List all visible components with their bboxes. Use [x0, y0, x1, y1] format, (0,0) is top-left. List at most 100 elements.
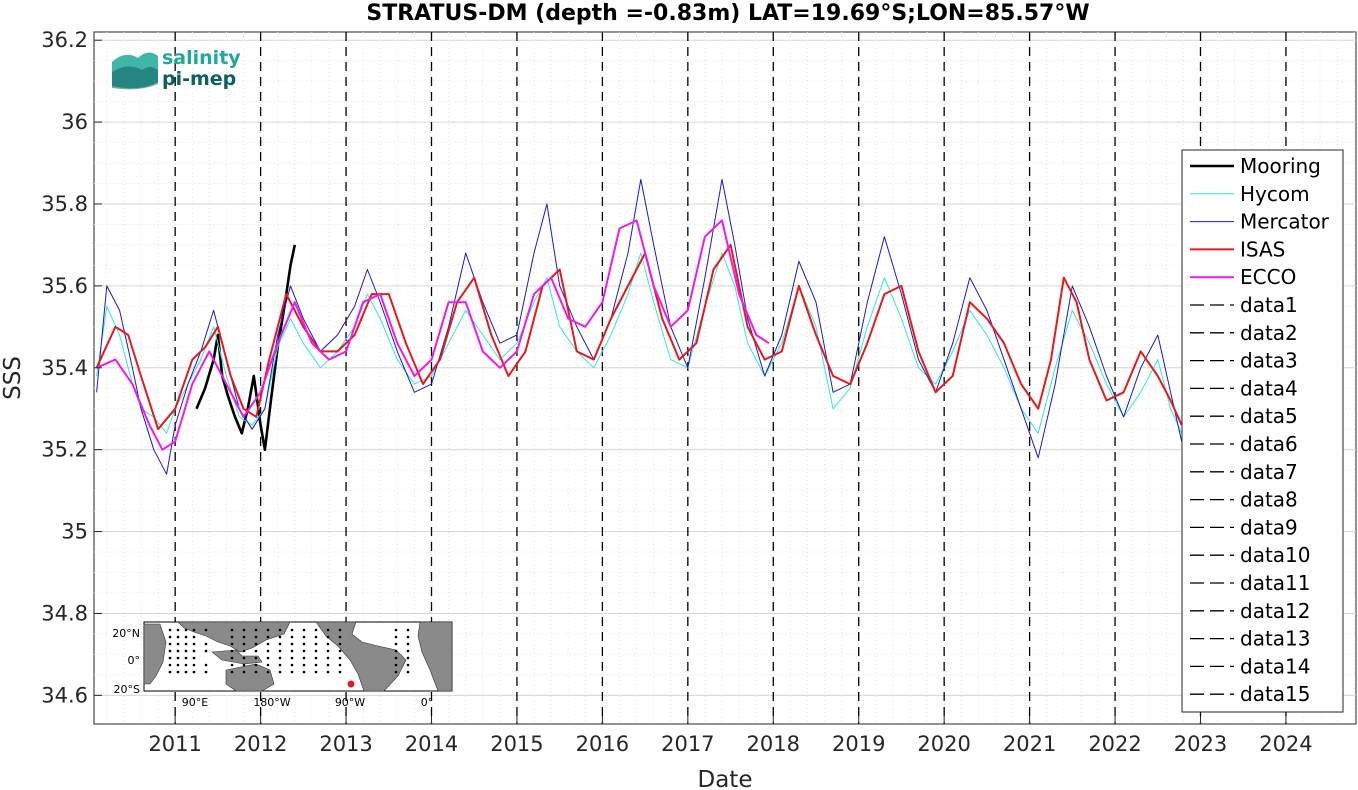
- legend-label-data7: data7: [1240, 460, 1298, 484]
- buoy-dot: [254, 628, 258, 632]
- buoy-dot: [406, 656, 410, 660]
- buoy-dot: [254, 663, 258, 667]
- x-tick-label: 2018: [747, 732, 800, 756]
- buoy-dot: [230, 670, 234, 674]
- buoy-dot: [192, 628, 196, 632]
- buoy-dot: [168, 649, 172, 653]
- buoy-dot: [204, 628, 208, 632]
- legend-label-data11: data11: [1240, 571, 1311, 595]
- buoy-dot: [242, 635, 246, 639]
- buoy-dot: [242, 663, 246, 667]
- buoy-dot: [192, 670, 196, 674]
- buoy-dot: [184, 670, 188, 674]
- buoy-dot: [278, 649, 282, 653]
- buoy-dot: [230, 656, 234, 660]
- legend-label-mercator: Mercator: [1240, 210, 1330, 234]
- map-lon-label: 90°E: [182, 696, 208, 709]
- buoy-dot: [192, 635, 196, 639]
- legend-label-data5: data5: [1240, 404, 1298, 428]
- buoy-dot: [230, 663, 234, 667]
- x-tick-label: 2019: [832, 732, 885, 756]
- y-tick-label: 35.2: [41, 438, 88, 462]
- buoy-dot: [278, 663, 282, 667]
- x-tick-label: 2012: [234, 732, 287, 756]
- buoy-dot: [176, 628, 180, 632]
- buoy-dot: [266, 635, 270, 639]
- legend-label-data13: data13: [1240, 627, 1311, 651]
- map-lon-label: 90°W: [335, 696, 365, 709]
- series-ecco: [96, 219, 770, 451]
- buoy-dot: [338, 663, 342, 667]
- buoy-dot: [394, 635, 398, 639]
- buoy-dot: [230, 649, 234, 653]
- inset-location-map: 20°N 0° 20°S 90°E 180°W 90°W 0°: [112, 621, 453, 709]
- mooring-array-dots: [168, 628, 410, 674]
- buoy-dot: [338, 628, 342, 632]
- buoy-dot: [314, 663, 318, 667]
- buoy-dot: [254, 670, 258, 674]
- buoy-dot: [394, 649, 398, 653]
- buoy-dot: [266, 656, 270, 660]
- buoy-dot: [302, 656, 306, 660]
- buoy-dot: [204, 663, 208, 667]
- buoy-dot: [184, 635, 188, 639]
- buoy-dot: [326, 649, 330, 653]
- buoy-dot: [302, 663, 306, 667]
- buoy-dot: [302, 649, 306, 653]
- buoy-dot: [290, 628, 294, 632]
- buoy-dot: [242, 656, 246, 660]
- buoy-dot: [184, 663, 188, 667]
- map-lon-label: 0°: [421, 696, 434, 709]
- buoy-dot: [278, 670, 282, 674]
- legend-label-data12: data12: [1240, 599, 1311, 623]
- legend-label-data3: data3: [1240, 349, 1298, 373]
- buoy-dot: [338, 656, 342, 660]
- buoy-dot: [406, 635, 410, 639]
- buoy-dot: [266, 628, 270, 632]
- buoy-dot: [290, 635, 294, 639]
- buoy-dot: [326, 656, 330, 660]
- buoy-dot: [406, 628, 410, 632]
- y-axis-label: SSS: [0, 356, 26, 400]
- buoy-dot: [278, 635, 282, 639]
- logo-wave-icon-dark: [112, 66, 158, 90]
- legend-label-isas: ISAS: [1240, 237, 1285, 261]
- buoy-dot: [302, 628, 306, 632]
- buoy-dot: [302, 670, 306, 674]
- buoy-dot: [394, 628, 398, 632]
- buoy-dot: [184, 649, 188, 653]
- x-tick-label: 2011: [148, 732, 201, 756]
- y-tick-label: 34.8: [41, 601, 88, 625]
- buoy-dot: [204, 670, 208, 674]
- legend-label-data14: data14: [1240, 654, 1311, 678]
- legend-label-data2: data2: [1240, 321, 1298, 345]
- x-tick-label: 2020: [917, 732, 970, 756]
- x-tick-label: 2014: [405, 732, 458, 756]
- buoy-dot: [192, 656, 196, 660]
- buoy-dot: [266, 663, 270, 667]
- y-tick-label: 36: [61, 110, 88, 134]
- buoy-dot: [314, 670, 318, 674]
- buoy-dot: [314, 656, 318, 660]
- buoy-dot: [326, 628, 330, 632]
- buoy-dot: [184, 628, 188, 632]
- buoy-dot: [326, 635, 330, 639]
- map-land-australia: [225, 663, 275, 692]
- map-lat-label: 0°: [128, 654, 141, 667]
- map-land-indonesia: [211, 649, 263, 665]
- x-axis-label: Date: [698, 767, 753, 790]
- buoy-dot: [254, 642, 258, 646]
- buoy-dot: [184, 656, 188, 660]
- x-tick-label: 2015: [490, 732, 543, 756]
- y-tick-label: 36.2: [41, 28, 88, 52]
- buoy-dot: [168, 656, 172, 660]
- x-tick-label: 2016: [576, 732, 629, 756]
- legend-label-hycom: Hycom: [1240, 182, 1310, 206]
- buoy-dot: [254, 635, 258, 639]
- logo-text-pi-mep: pi-mep: [162, 68, 236, 90]
- x-tick-label: 2022: [1088, 732, 1141, 756]
- map-lon-label: 180°W: [253, 696, 290, 709]
- buoy-dot: [290, 670, 294, 674]
- buoy-dot: [338, 670, 342, 674]
